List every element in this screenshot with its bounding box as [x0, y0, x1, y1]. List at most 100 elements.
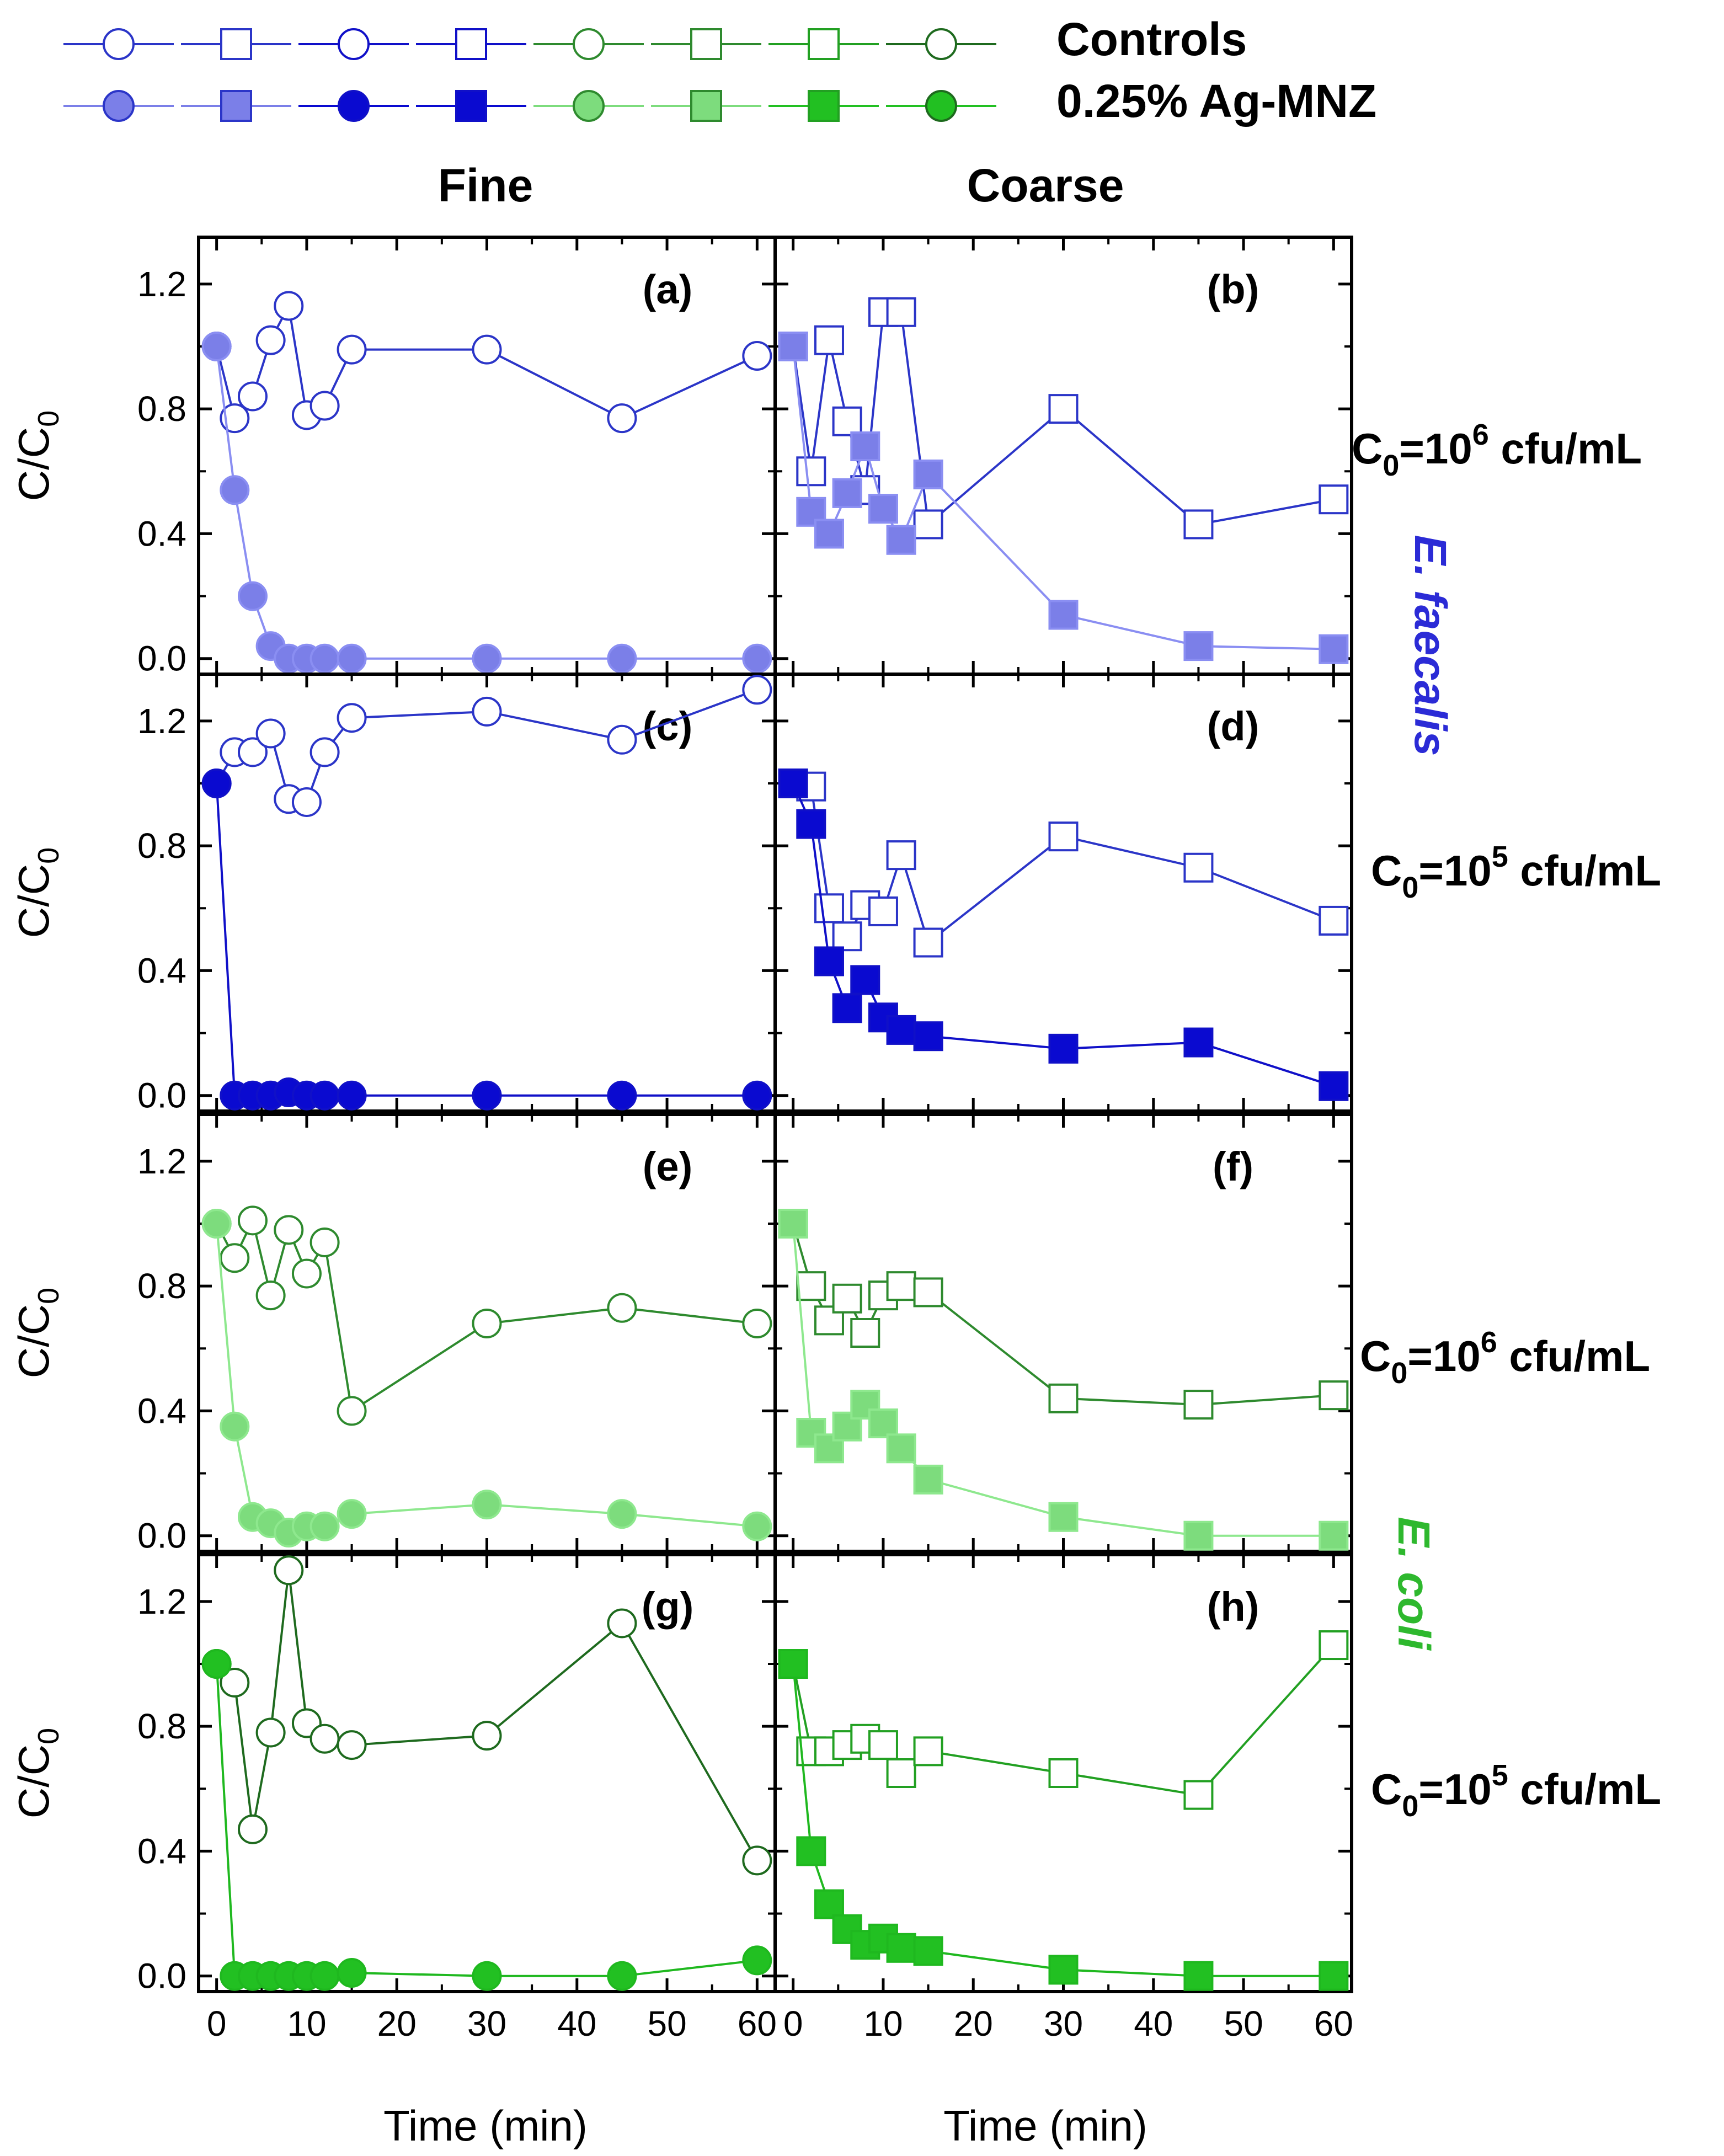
control-point — [832, 921, 862, 952]
panel-f: (f) — [773, 1113, 1353, 1553]
y-tick-label: 0.0 — [137, 1516, 186, 1556]
control-point — [220, 1667, 250, 1698]
treated-point — [1183, 1027, 1214, 1058]
legend-marker — [220, 28, 252, 60]
concentration-label-part: C — [1360, 1332, 1391, 1380]
x-tick-label: 40 — [1134, 2004, 1173, 2043]
y-axis-title-sub: 0 — [32, 410, 65, 427]
control-point — [274, 1555, 304, 1586]
control-point — [832, 406, 862, 436]
control-point — [1319, 1630, 1349, 1661]
treated-point — [778, 332, 808, 361]
control-point — [1048, 1758, 1079, 1788]
treated-point — [607, 643, 637, 674]
treated-point — [220, 475, 250, 505]
control-point — [868, 896, 898, 926]
x-tick-label: 10 — [863, 2004, 903, 2043]
control-point — [796, 456, 826, 487]
x-tick-label: 60 — [738, 2004, 777, 2043]
concentration-label-part: =10 — [1407, 1332, 1480, 1380]
treated-point — [742, 1080, 772, 1111]
treated-point — [1319, 1071, 1349, 1101]
treated-point — [913, 1021, 943, 1052]
treated-point — [1183, 1961, 1214, 1991]
control-point — [309, 1227, 340, 1257]
legend-marker — [808, 28, 840, 60]
x-tick-label: 20 — [377, 2004, 417, 2043]
treated-point — [832, 1914, 862, 1944]
treated-point — [742, 643, 772, 674]
control-point — [309, 391, 340, 421]
control-point — [337, 334, 367, 365]
control-point — [742, 675, 772, 705]
treated-point — [868, 494, 898, 524]
control-point — [472, 334, 502, 365]
control-point — [1183, 1780, 1214, 1810]
treated-point — [886, 1015, 916, 1045]
control-point — [472, 1721, 502, 1751]
control-point — [814, 1305, 844, 1336]
treated-point — [742, 1945, 772, 1976]
treated-series-line — [215, 783, 757, 1097]
x-tick-label: 10 — [287, 2004, 326, 2043]
legend-marker — [220, 90, 252, 122]
control-point — [472, 1309, 502, 1339]
y-axis-title-sub: 0 — [32, 847, 65, 864]
y-tick-label: 1.2 — [137, 1141, 186, 1181]
control-point — [255, 718, 286, 749]
panel-d: (d) — [773, 673, 1353, 1113]
legend-marker — [338, 28, 370, 60]
control-point — [337, 1730, 367, 1760]
control-point — [742, 1309, 772, 1339]
treated-point — [814, 946, 844, 976]
control-point — [237, 737, 268, 767]
concentration-label-part: =10 — [1399, 424, 1472, 473]
treated-point — [237, 581, 268, 611]
treated-point — [778, 1209, 808, 1239]
treated-point — [1048, 600, 1079, 630]
treated-point — [778, 769, 808, 798]
panel-label: (d) — [1207, 703, 1259, 749]
control-point — [472, 696, 502, 727]
treated-point — [913, 459, 943, 489]
y-tick-label: 0.8 — [137, 1706, 186, 1746]
concentration-label-part: 6 — [1481, 1326, 1497, 1359]
treated-point — [201, 1649, 232, 1679]
treated-point — [607, 1080, 637, 1111]
column-title-coarse: Coarse — [967, 159, 1124, 211]
species-label-e-faecalis: E. faecalis — [1405, 535, 1455, 756]
y-tick-label: 1.2 — [137, 264, 186, 304]
concentration-label-part: 0 — [1391, 1357, 1407, 1390]
panel-e: 0.0 0.4 0.8 1.2 (e) — [137, 1113, 777, 1556]
treated-point — [1183, 1520, 1214, 1551]
x-tick-label: 20 — [954, 2004, 993, 2043]
treated-point — [337, 1958, 367, 1988]
legend-marker — [573, 90, 605, 122]
concentration-label-part: 5 — [1492, 840, 1508, 873]
control-point — [237, 1814, 268, 1844]
legend-marker — [455, 28, 487, 60]
concentration-label-part: C — [1371, 1765, 1402, 1813]
treated-point — [913, 1936, 943, 1966]
treated-point — [1319, 1961, 1349, 1991]
y-axis-title-main: C/C — [9, 864, 58, 938]
y-axis-title: C/C0 — [9, 410, 65, 501]
treated-point — [778, 1649, 808, 1679]
y-tick-label: 0.8 — [137, 826, 186, 866]
control-point — [886, 840, 916, 871]
treated-point — [201, 332, 232, 361]
x-tick-label: 30 — [467, 2004, 506, 2043]
panel-b: (b) — [773, 236, 1353, 676]
treated-point — [607, 1499, 637, 1529]
control-point — [1183, 852, 1214, 883]
treated-point — [886, 525, 916, 555]
treated-point — [309, 1511, 340, 1541]
control-point — [913, 927, 943, 958]
y-axis-title: C/C0 — [9, 1288, 65, 1378]
treated-point — [337, 643, 367, 674]
control-point — [607, 1293, 637, 1323]
control-point — [607, 403, 637, 434]
legend-marker — [573, 28, 605, 60]
control-point — [886, 297, 916, 327]
